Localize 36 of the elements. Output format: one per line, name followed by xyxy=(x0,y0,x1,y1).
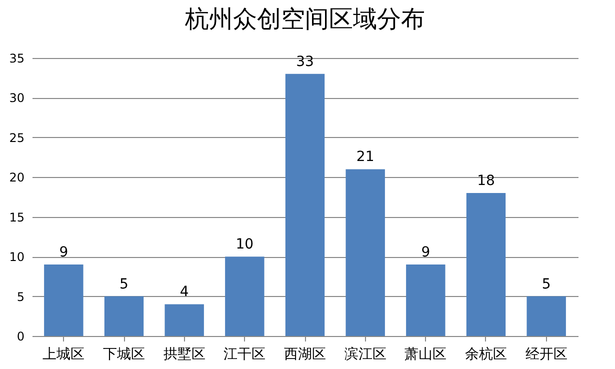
x-tick-label: 拱墅区 xyxy=(163,346,206,362)
x-tick-label: 西湖区 xyxy=(284,346,326,362)
x-tick-label: 滨江区 xyxy=(344,346,386,362)
x-tick-label: 江干区 xyxy=(224,346,266,362)
bar xyxy=(406,264,446,336)
y-tick-label: 30 xyxy=(9,91,24,106)
bar xyxy=(164,304,204,336)
y-tick-label: 20 xyxy=(9,170,24,185)
data-label: 5 xyxy=(542,276,551,292)
data-label: 9 xyxy=(421,244,430,261)
data-label: 33 xyxy=(296,54,314,70)
data-label: 9 xyxy=(59,244,68,261)
bar xyxy=(346,169,385,336)
y-tick-label: 10 xyxy=(9,250,24,264)
data-label: 18 xyxy=(477,173,495,190)
x-tick-label: 经开区 xyxy=(525,346,568,362)
y-tick-label: 15 xyxy=(9,210,24,224)
data-label: 10 xyxy=(236,236,254,253)
x-tick-label: 下城区 xyxy=(103,346,146,362)
data-label: 5 xyxy=(120,276,128,292)
bar xyxy=(225,256,264,336)
chart-title: 杭州众创空间区域分布 xyxy=(184,5,425,33)
data-label: 4 xyxy=(180,284,189,300)
bar xyxy=(526,296,566,336)
x-tick-label: 余杭区 xyxy=(464,346,507,362)
y-tick-label: 35 xyxy=(9,52,24,66)
bar xyxy=(466,193,506,336)
bar xyxy=(44,264,84,336)
y-tick-label: 5 xyxy=(16,290,24,304)
data-label: 21 xyxy=(356,149,374,166)
x-tick-label: 萧山区 xyxy=(404,346,447,362)
y-tick-label: 0 xyxy=(16,330,24,344)
bar xyxy=(285,74,325,336)
bar xyxy=(104,296,144,336)
y-tick-label: 25 xyxy=(9,130,24,145)
x-tick-label: 上城区 xyxy=(42,346,85,362)
